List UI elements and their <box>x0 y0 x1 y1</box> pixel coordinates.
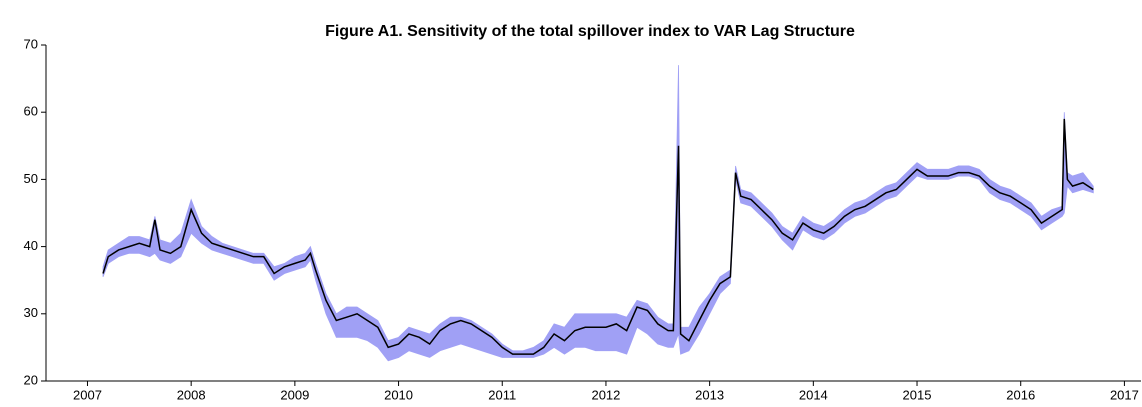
x-tick-label: 2017 <box>1110 387 1139 402</box>
line <box>102 118 1094 355</box>
y-tick-label: 60 <box>24 104 38 119</box>
x-tick-label: 2008 <box>177 387 206 402</box>
x-tick-label: 2009 <box>280 387 309 402</box>
chart-title: Figure A1. Sensitivity of the total spil… <box>325 23 855 40</box>
x-tick-label: 2015 <box>903 387 932 402</box>
x-tick-label: 2007 <box>73 387 102 402</box>
x-tick-label: 2011 <box>488 387 516 402</box>
x-tick-label: 2014 <box>799 387 828 402</box>
y-tick-label: 30 <box>24 305 38 320</box>
x-tick-label: 2010 <box>384 387 413 402</box>
x-tick-label: 2012 <box>591 387 620 402</box>
x-tick-label: 2013 <box>695 387 724 402</box>
band <box>102 65 1094 362</box>
y-tick-label: 40 <box>24 238 38 253</box>
y-tick-label: 70 <box>24 36 38 51</box>
y-tick-label: 50 <box>24 171 38 186</box>
y-tick-label: 20 <box>24 372 38 387</box>
x-tick-label: 2016 <box>1006 387 1035 402</box>
